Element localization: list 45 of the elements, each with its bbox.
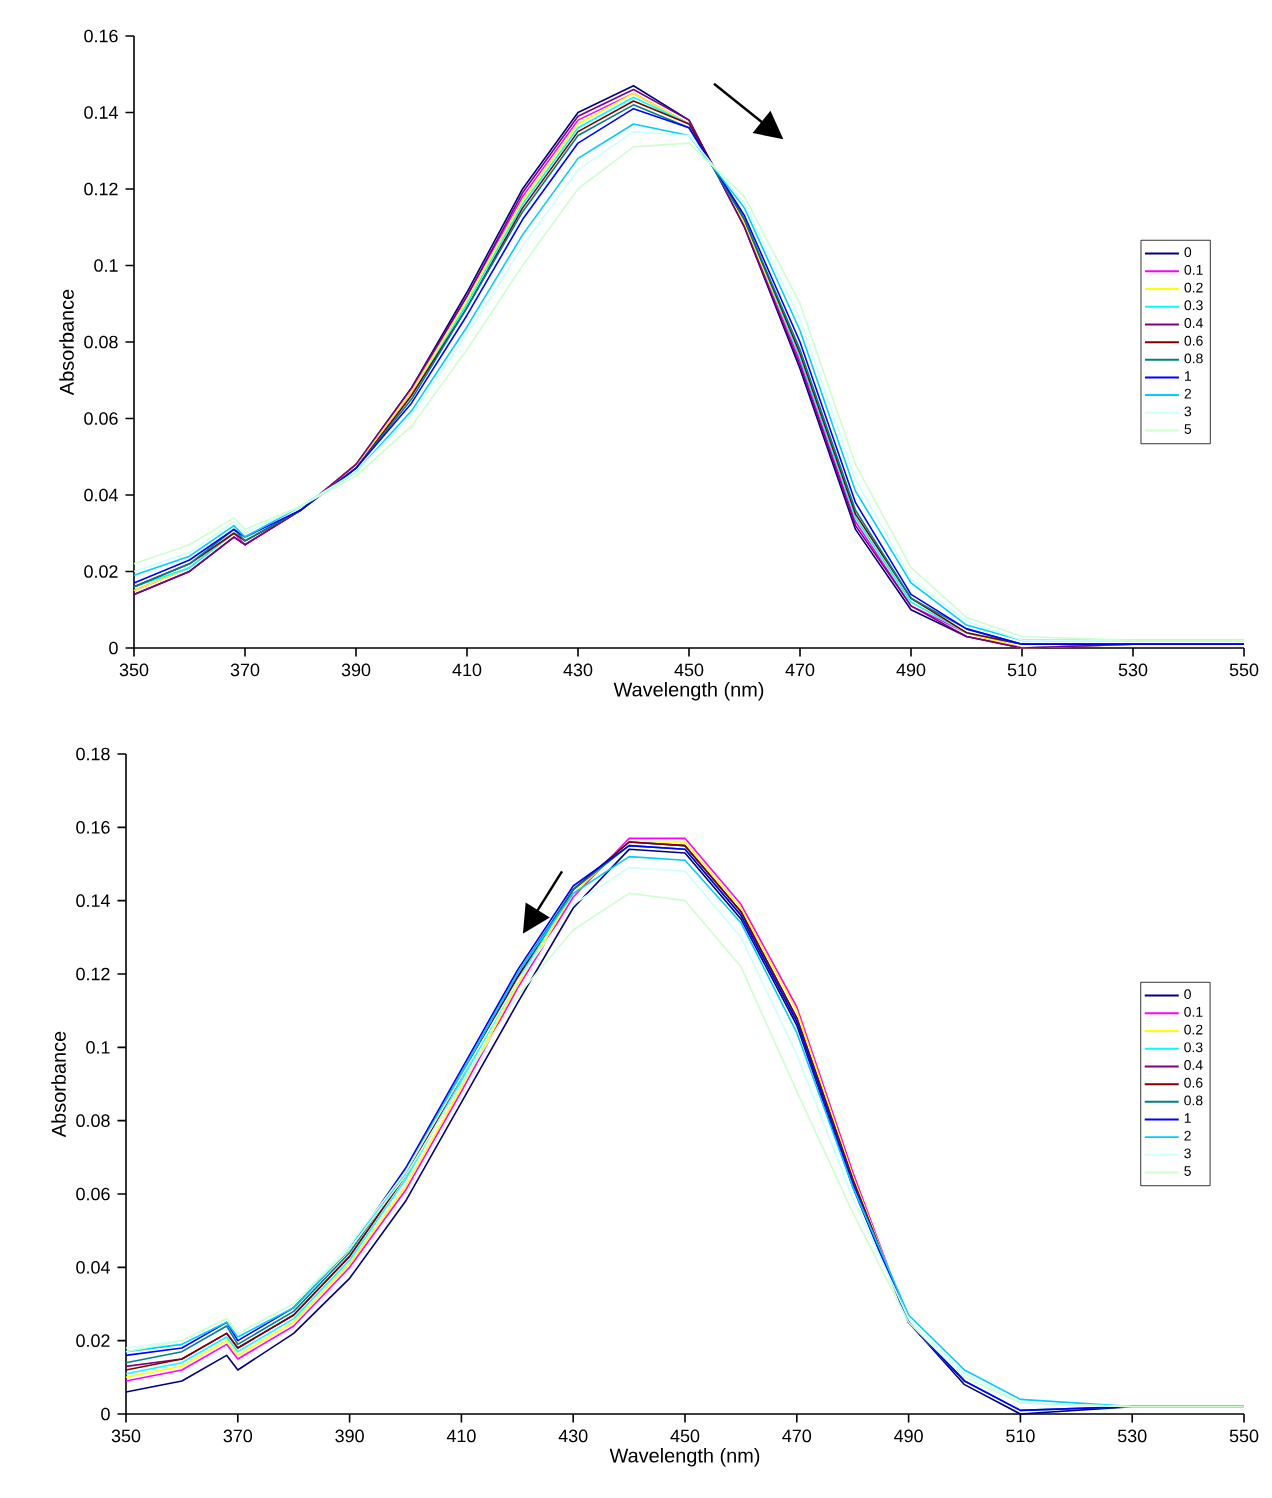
x-tick-label: 470 — [782, 1429, 812, 1443]
y-tick-label: 0.02 — [76, 1334, 110, 1348]
y-tick-label: 0.04 — [84, 488, 118, 502]
y-tick-label: 0.12 — [84, 182, 118, 196]
x-tick-label: 370 — [223, 1429, 253, 1443]
y-tick-label: 0.16 — [84, 29, 118, 43]
y-tick-label: 0.14 — [84, 106, 118, 119]
x-tick-label: 550 — [1229, 1429, 1259, 1443]
x-tick-label: 430 — [563, 663, 593, 677]
x-tick-label: 550 — [1229, 663, 1259, 677]
x-tick-label: 530 — [1118, 663, 1148, 677]
y-tick-label: 0.08 — [84, 335, 118, 349]
y-tick-label: 0.04 — [76, 1260, 110, 1274]
x-tick-label: 510 — [1007, 663, 1037, 677]
y-tick-label: 0.06 — [84, 412, 118, 425]
y-tick-label: 0.1 — [86, 1040, 110, 1054]
x-axis-title: Wavelength (nm) — [613, 681, 764, 701]
y-tick-label: 0 — [101, 1407, 110, 1421]
x-tick-label: 430 — [558, 1429, 588, 1443]
y-tick-label: 0.06 — [76, 1187, 110, 1201]
x-tick-label: 450 — [674, 663, 704, 677]
x-tick-label: 450 — [670, 1429, 700, 1443]
y-tick-label: 0.12 — [76, 967, 110, 981]
x-tick-label: 370 — [230, 663, 260, 677]
x-tick-label: 390 — [341, 663, 371, 677]
y-axis-title: Absorbance — [59, 289, 74, 396]
x-axis-title: Wavelength (nm) — [609, 1447, 760, 1467]
x-tick-label: 530 — [1117, 1429, 1147, 1443]
y-axis-title: Absorbance — [51, 1031, 66, 1138]
y-tick-label: 0.02 — [84, 565, 118, 578]
y-tick-label: 0 — [109, 641, 118, 655]
x-tick-label: 490 — [896, 663, 926, 677]
y-tick-label: 0.16 — [76, 820, 110, 834]
x-tick-label: 410 — [452, 663, 482, 677]
x-tick-label: 350 — [111, 1429, 141, 1443]
x-tick-label: 470 — [785, 663, 815, 677]
y-tick-label: 0.14 — [76, 894, 110, 908]
y-tick-label: 0.18 — [76, 747, 110, 761]
x-tick-label: 390 — [335, 1429, 364, 1443]
x-tick-label: 510 — [1006, 1429, 1035, 1443]
x-tick-label: 350 — [119, 663, 149, 677]
y-tick-label: 0.1 — [94, 259, 118, 272]
y-tick-label: 0.08 — [76, 1114, 110, 1128]
x-tick-label: 410 — [446, 1429, 476, 1443]
x-tick-label: 490 — [894, 1429, 923, 1443]
